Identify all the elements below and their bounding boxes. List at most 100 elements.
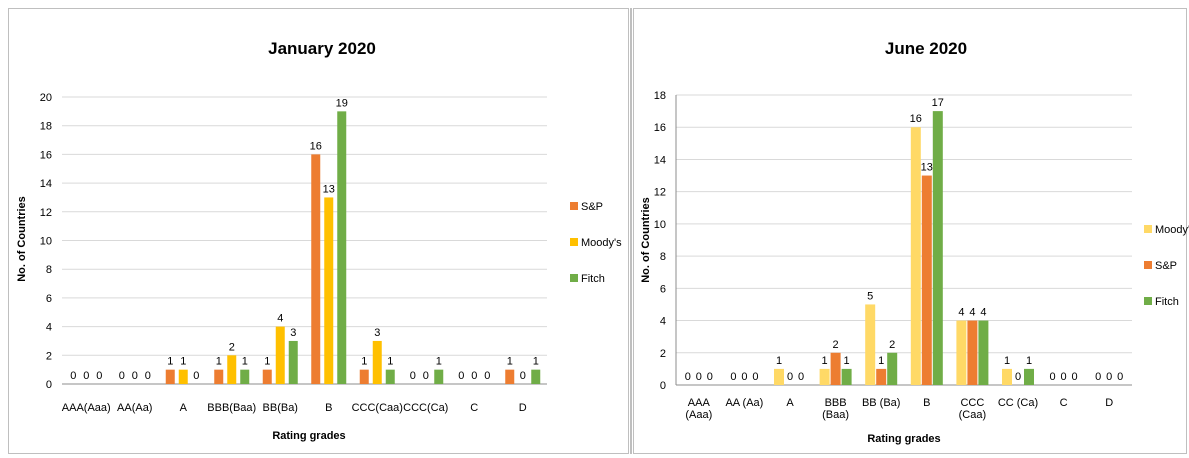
data-label: 0 (132, 370, 138, 382)
bar (372, 340, 382, 384)
y-axis-title: No. of Countries (16, 196, 28, 282)
panel-divider (630, 8, 632, 454)
bar (505, 369, 515, 384)
y-tick-label: 14 (40, 178, 52, 190)
data-label: 0 (798, 371, 804, 383)
y-tick-label: 18 (654, 90, 666, 102)
data-label: 1 (216, 356, 222, 368)
legend-label: Moody's (581, 237, 622, 249)
data-label: 0 (410, 370, 416, 382)
data-label: 4 (969, 307, 975, 319)
x-tick-label: B (923, 397, 930, 409)
bar (978, 320, 989, 385)
data-label: 0 (119, 370, 125, 382)
data-label: 0 (145, 370, 151, 382)
y-tick-label: 12 (654, 187, 666, 199)
data-label: 0 (1061, 371, 1067, 383)
bar (165, 369, 175, 384)
legend-swatch (570, 238, 578, 246)
data-label: 0 (741, 371, 747, 383)
data-label: 1 (507, 356, 513, 368)
y-tick-label: 2 (46, 350, 52, 362)
y-tick-label: 18 (40, 121, 52, 133)
bar (434, 369, 444, 384)
legend-swatch (1144, 297, 1152, 305)
x-axis-title: Rating grades (272, 430, 345, 442)
y-tick-label: 2 (660, 348, 666, 360)
legend-swatch (1144, 225, 1152, 233)
data-label: 13 (921, 162, 933, 174)
x-tick-label: AA (Aa) (725, 397, 763, 409)
y-tick-label: 0 (46, 379, 52, 391)
x-tick-label: CCC(Caa) (352, 402, 403, 414)
bar (385, 369, 395, 384)
data-label: 1 (844, 355, 850, 367)
x-tick-label: B (325, 402, 332, 414)
data-label: 0 (707, 371, 713, 383)
data-label: 1 (180, 356, 186, 368)
bar (337, 111, 347, 384)
data-label: 0 (423, 370, 429, 382)
legend-label: S&P (581, 201, 603, 213)
data-label: 0 (685, 371, 691, 383)
data-label: 0 (70, 370, 76, 382)
x-tick-label: BB(Ba) (263, 402, 298, 414)
legend-label: Fitch (581, 273, 605, 285)
x-tick-label: BBB(Baa) (207, 402, 256, 414)
bar (865, 304, 876, 385)
data-label: 13 (323, 183, 335, 195)
x-tick-label: C (470, 402, 478, 414)
y-tick-label: 10 (654, 219, 666, 231)
data-label: 0 (458, 370, 464, 382)
data-label: 0 (484, 370, 490, 382)
y-tick-label: 0 (660, 380, 666, 392)
x-tick-label: CCC (960, 397, 984, 409)
data-label: 0 (1015, 371, 1021, 383)
legend-swatch (570, 274, 578, 282)
legend-swatch (570, 202, 578, 210)
bar (178, 369, 188, 384)
bar (1024, 368, 1034, 385)
x-tick-label: AAA (688, 397, 711, 409)
bar (311, 154, 321, 384)
data-label: 1 (822, 355, 828, 367)
legend-label: Fitch (1155, 296, 1179, 308)
data-label: 1 (1004, 355, 1010, 367)
bar (841, 368, 852, 385)
x-axis-title: Rating grades (867, 433, 940, 445)
chart-title: June 2020 (885, 39, 967, 58)
bar (214, 369, 224, 384)
data-label: 1 (533, 356, 539, 368)
data-label: 0 (752, 371, 758, 383)
data-label: 0 (1050, 371, 1056, 383)
data-label: 1 (242, 356, 248, 368)
bar (967, 320, 978, 385)
data-label: 2 (833, 339, 839, 351)
x-tick-label: BBB (825, 397, 847, 409)
data-label: 2 (889, 339, 895, 351)
bar (830, 352, 841, 385)
y-tick-label: 16 (654, 122, 666, 134)
x-tick-label: AAA(Aaa) (62, 402, 111, 414)
x-tick-label: D (1105, 397, 1113, 409)
data-label: 1 (776, 355, 782, 367)
data-label: 0 (1072, 371, 1078, 383)
data-label: 0 (83, 370, 89, 382)
data-label: 3 (374, 327, 380, 339)
data-label: 4 (277, 313, 283, 325)
y-tick-label: 8 (660, 251, 666, 263)
bar (921, 175, 932, 385)
y-tick-label: 20 (40, 92, 52, 104)
bar (887, 352, 898, 385)
x-tick-label: A (180, 402, 188, 414)
bar (240, 369, 250, 384)
x-tick-label: AA(Aa) (117, 402, 152, 414)
bar (819, 368, 830, 385)
legend-label: Moody's (1155, 224, 1189, 236)
chart-title: January 2020 (268, 39, 376, 58)
data-label: 16 (310, 140, 322, 152)
data-label: 19 (336, 97, 348, 109)
x-tick-label: BB (Ba) (862, 397, 901, 409)
